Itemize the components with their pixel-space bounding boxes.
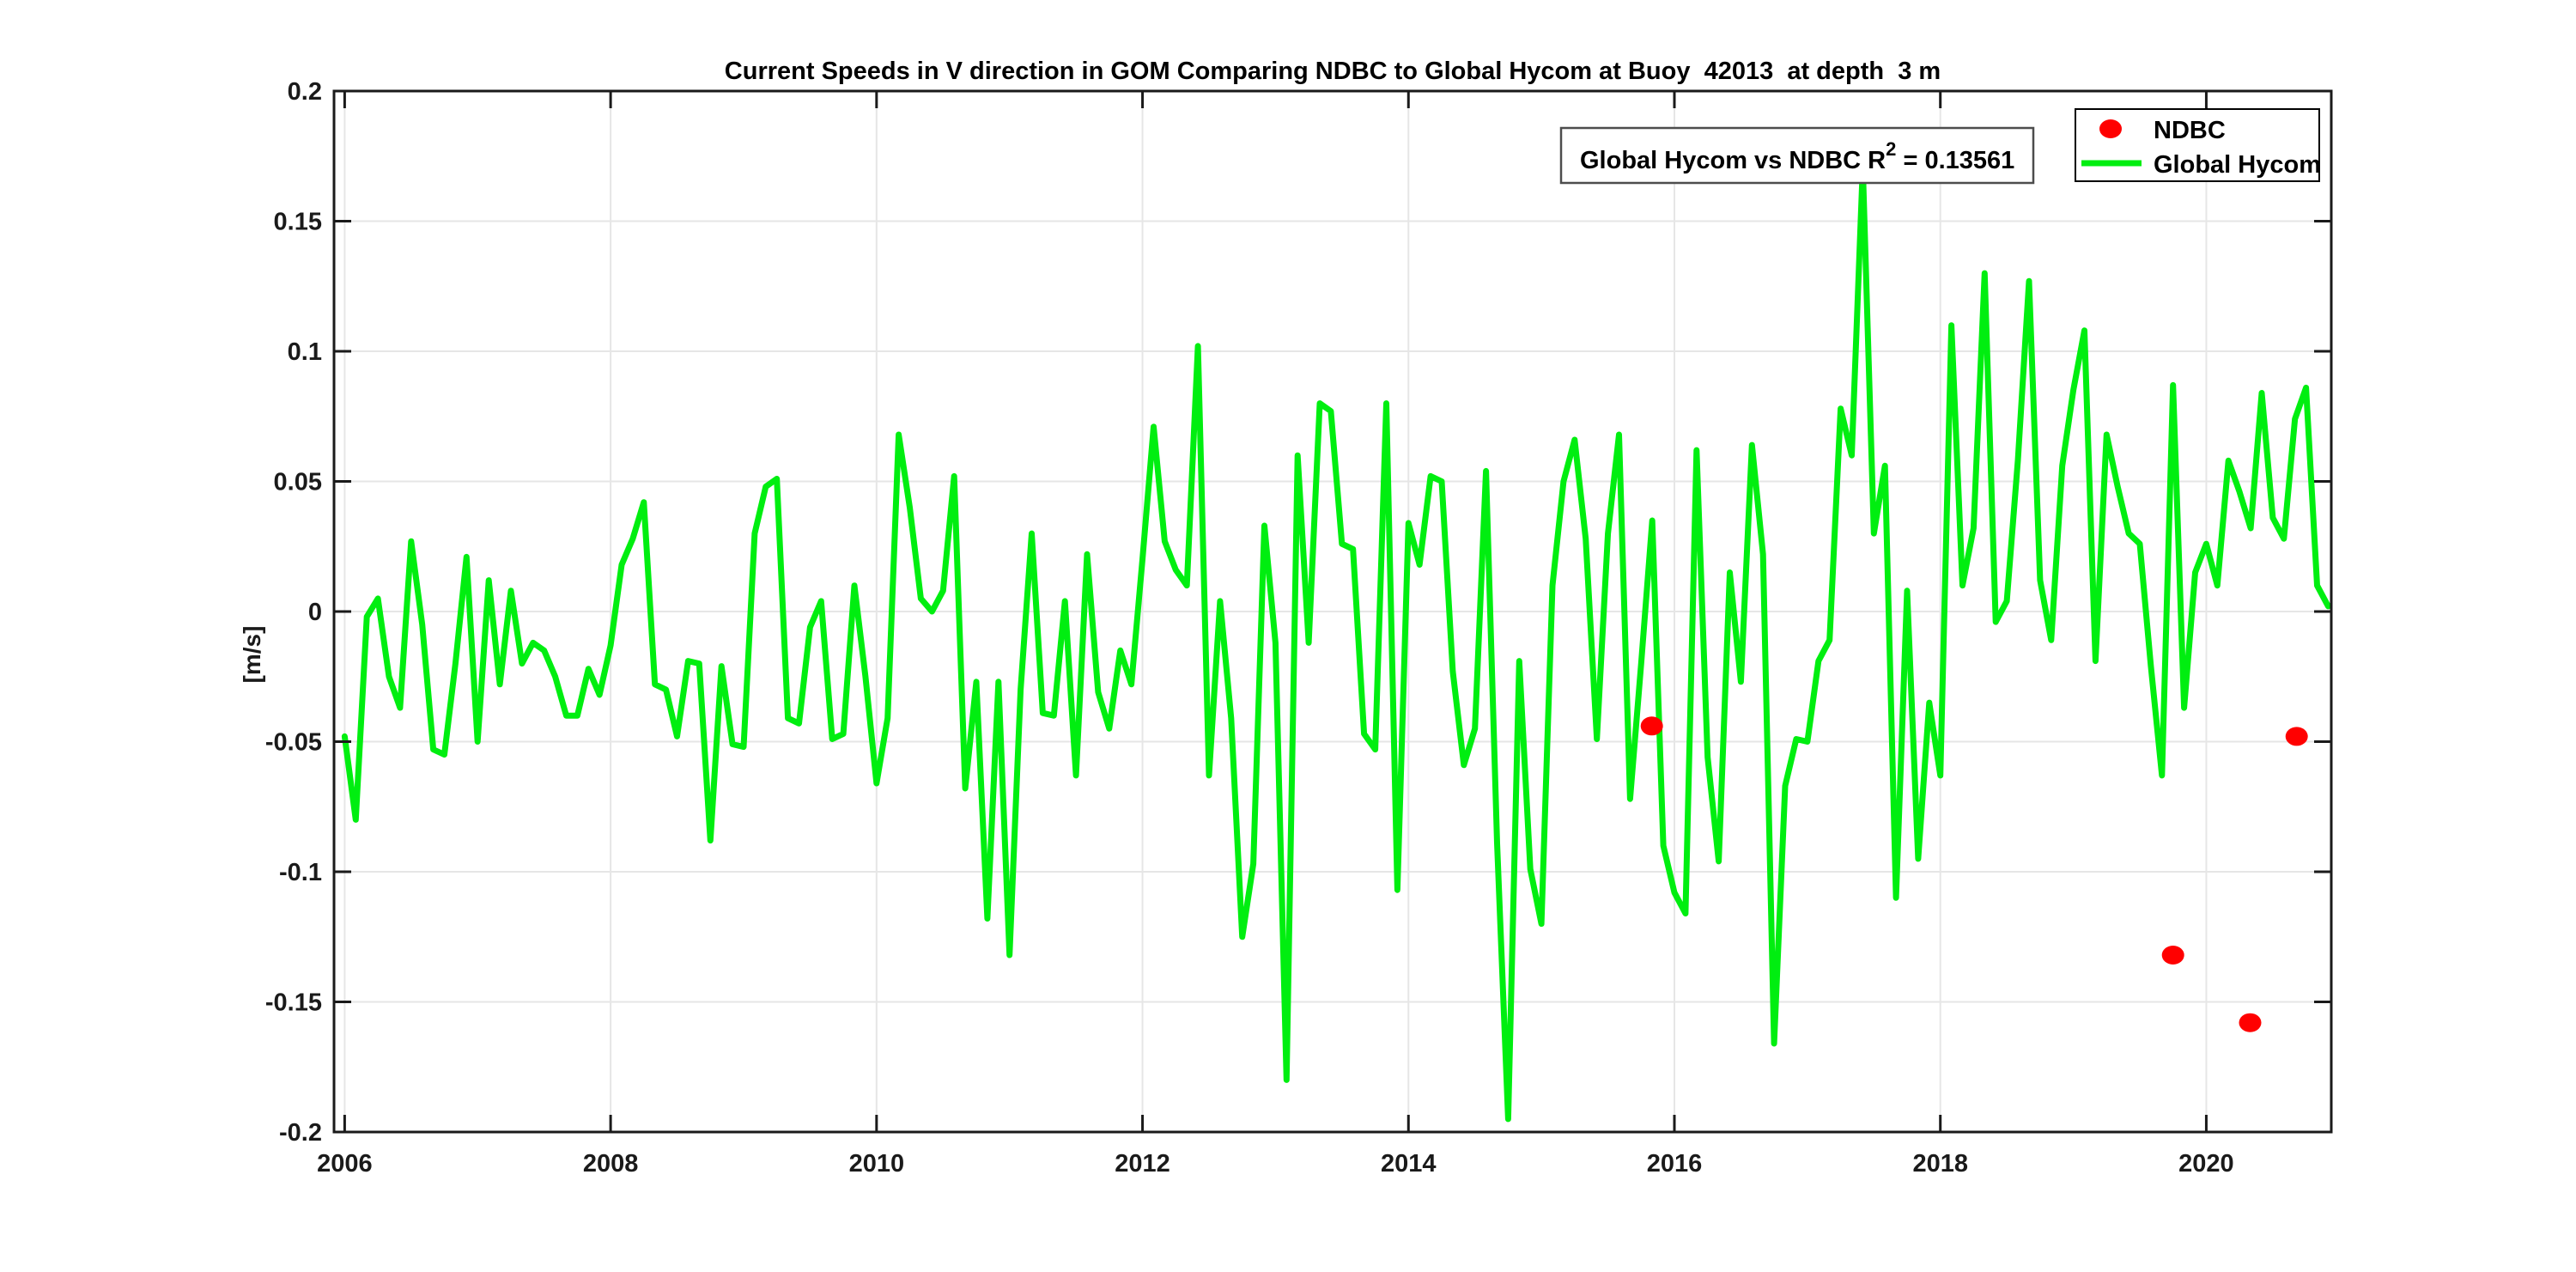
- y-axis-label: [m/s]: [239, 626, 265, 684]
- x-tick-label: 2014: [1381, 1150, 1437, 1178]
- y-tick-label: -0.1: [279, 859, 322, 886]
- legend[interactable]: NDBC Global Hycom: [2075, 108, 2321, 182]
- ndbc-point: [1640, 716, 1663, 736]
- y-tick-label: 0.2: [288, 78, 322, 106]
- y-tick-label: -0.2: [279, 1119, 322, 1147]
- grid-layer: [334, 91, 2331, 1132]
- x-tick-label: 2018: [1912, 1150, 1968, 1178]
- x-tick-label: 2006: [317, 1150, 373, 1178]
- r-squared-annotation: Global Hycom vs NDBC R2 = 0.13561: [1559, 126, 2035, 185]
- plot-border: [332, 89, 2333, 1134]
- ndbc-point: [2285, 727, 2308, 746]
- y-tick-label: 0.05: [274, 469, 322, 496]
- y-tick-label: 0.1: [288, 338, 322, 366]
- ndbc-point: [2161, 946, 2184, 965]
- chart-title: Current Speeds in V direction in GOM Com…: [725, 58, 1941, 85]
- ndbc-point: [2239, 1013, 2262, 1032]
- legend-label-ndbc: NDBC: [2154, 117, 2226, 144]
- x-tick-label: 2008: [583, 1150, 639, 1178]
- tick-layer: [334, 89, 2331, 1134]
- y-tick-label: -0.15: [265, 989, 322, 1017]
- x-tick-label: 2020: [2178, 1150, 2234, 1178]
- ndbc-dot-icon: [2099, 119, 2122, 138]
- x-tick-label: 2012: [1115, 1150, 1170, 1178]
- y-tick-label: -0.05: [265, 729, 322, 757]
- hycom-line: [341, 163, 2331, 1123]
- tick-label-layer: 2006 2008 2010 2012 2014 2016 2018 2020 0.2 0.15 0…: [265, 78, 2234, 1178]
- x-tick-label: 2010: [849, 1150, 905, 1178]
- annotation-box: [1559, 126, 2035, 185]
- y-tick-label: 0.15: [274, 209, 322, 236]
- legend-label-hycom: Global Hycom: [2154, 151, 2321, 179]
- x-tick-label: 2016: [1647, 1150, 1703, 1178]
- y-tick-label: 0: [308, 599, 322, 626]
- data-layer: [341, 163, 2331, 1123]
- annotation-text: Global Hycom vs NDBC R2 = 0.13561: [1580, 138, 2014, 174]
